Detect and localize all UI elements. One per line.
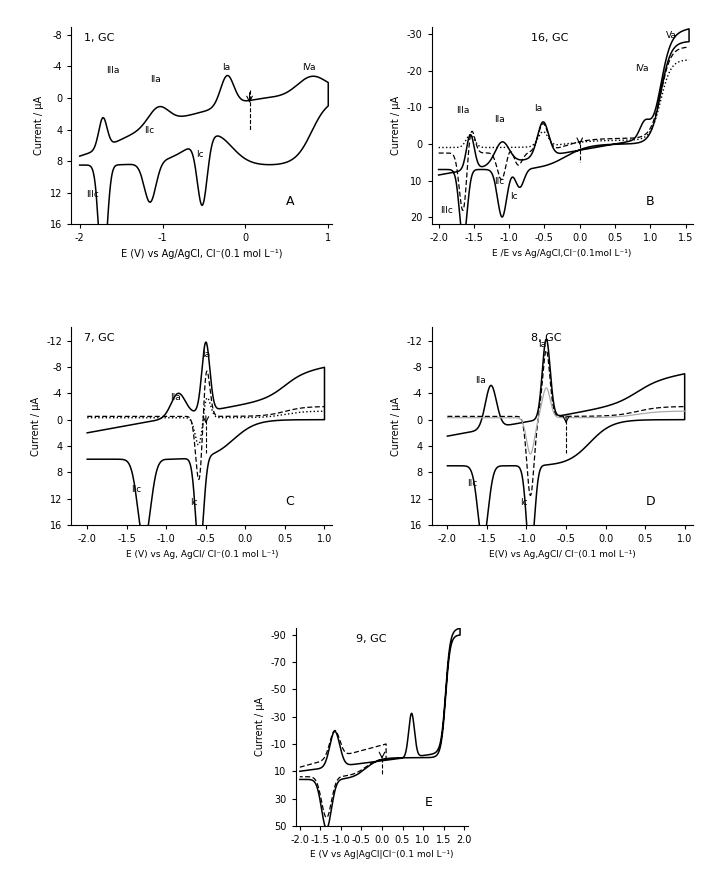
Text: Va: Va: [665, 30, 677, 40]
Text: E: E: [425, 796, 433, 809]
Text: 1, GC: 1, GC: [84, 33, 115, 43]
X-axis label: E(V) vs Ag,AgCl/ Cl⁻(0.1 mol L⁻¹): E(V) vs Ag,AgCl/ Cl⁻(0.1 mol L⁻¹): [488, 550, 635, 559]
Text: 7, GC: 7, GC: [84, 333, 115, 344]
Text: IIa: IIa: [493, 115, 504, 124]
Text: IVa: IVa: [302, 63, 316, 72]
Text: IIIa: IIIa: [106, 66, 119, 75]
Text: Ic: Ic: [521, 498, 528, 507]
Text: Ia: Ia: [538, 340, 546, 349]
Text: A: A: [286, 194, 294, 208]
Text: Ia: Ia: [534, 104, 542, 113]
Text: Ic: Ic: [196, 150, 203, 159]
Text: Ic: Ic: [190, 498, 198, 507]
Text: IIa: IIa: [150, 75, 161, 84]
Text: IIIa: IIIa: [456, 106, 470, 115]
Text: Ic: Ic: [511, 192, 518, 201]
Text: B: B: [645, 194, 654, 208]
X-axis label: E (V) vs Ag/AgCl, Cl⁻(0.1 mol L⁻¹): E (V) vs Ag/AgCl, Cl⁻(0.1 mol L⁻¹): [121, 249, 283, 259]
Text: IVa: IVa: [635, 64, 648, 73]
Y-axis label: Current / μA: Current / μA: [31, 397, 41, 456]
Text: 9, GC: 9, GC: [356, 634, 386, 644]
Text: IIc: IIc: [467, 479, 478, 488]
Text: D: D: [645, 496, 655, 508]
Text: IIa: IIa: [475, 377, 486, 385]
Text: C: C: [286, 496, 294, 508]
Y-axis label: Current / μA: Current / μA: [34, 96, 44, 155]
Text: Ia: Ia: [202, 350, 210, 359]
Y-axis label: Current / μA: Current / μA: [391, 397, 401, 456]
Text: 16, GC: 16, GC: [531, 33, 568, 43]
X-axis label: E /E vs Ag/AgCl,Cl⁻(0.1mol L⁻¹): E /E vs Ag/AgCl,Cl⁻(0.1mol L⁻¹): [493, 249, 632, 258]
Text: 8, GC: 8, GC: [531, 333, 561, 344]
Y-axis label: Current / μA: Current / μA: [256, 697, 266, 757]
Text: IIIc: IIIc: [86, 190, 99, 199]
Text: IIa: IIa: [170, 392, 181, 402]
Text: IIIc: IIIc: [440, 207, 453, 216]
Y-axis label: Current / μA: Current / μA: [391, 96, 401, 155]
X-axis label: E (V vs Ag|AgCl|Cl⁻(0.1 mol L⁻¹): E (V vs Ag|AgCl|Cl⁻(0.1 mol L⁻¹): [311, 851, 453, 860]
Text: Ia: Ia: [222, 63, 231, 72]
X-axis label: E (V) vs Ag, AgCl/ Cl⁻(0.1 mol L⁻¹): E (V) vs Ag, AgCl/ Cl⁻(0.1 mol L⁻¹): [126, 550, 278, 559]
Text: IIc: IIc: [144, 126, 154, 136]
Text: IIc: IIc: [493, 178, 504, 186]
Text: IIc: IIc: [131, 485, 141, 495]
